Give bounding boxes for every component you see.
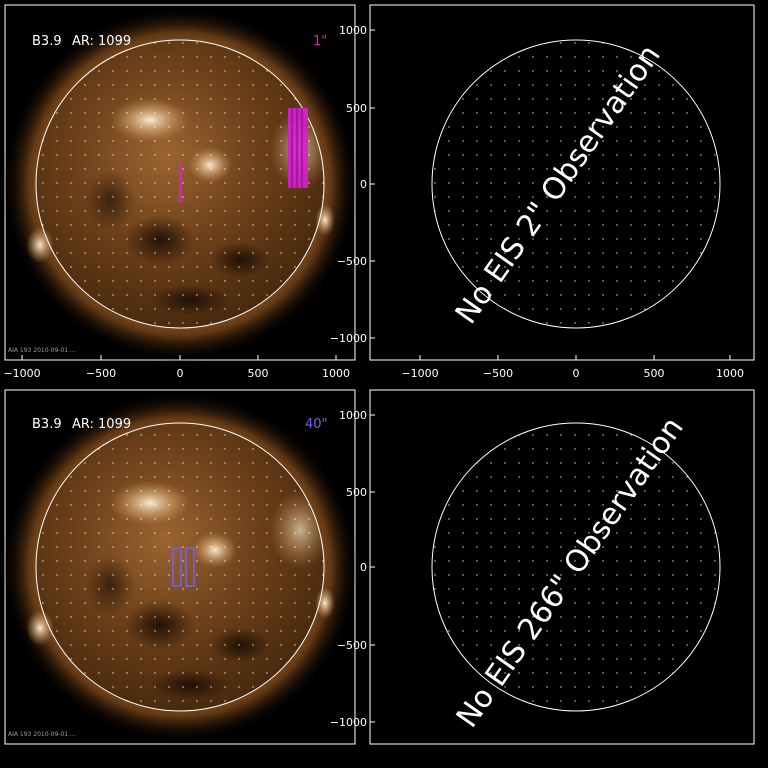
slit-width-label: 1"	[313, 34, 327, 49]
x-tick-label: 1000	[716, 367, 744, 380]
slit-width-label: 40"	[305, 417, 328, 432]
x-tick-label: 500	[644, 367, 665, 380]
y-axis: 1000 500 0 −500 −1000	[330, 24, 375, 345]
flare-class-label: B3.9	[32, 34, 62, 49]
x-tick-label: −1000	[3, 367, 40, 380]
x-tick-label: −1000	[401, 367, 438, 380]
y-tick-label: 1000	[339, 24, 367, 37]
active-region-label: AR: 1099	[72, 417, 131, 432]
x-tick-label: 500	[248, 367, 269, 380]
y-tick-label: −1000	[330, 716, 367, 729]
y-tick-label: 500	[346, 486, 367, 499]
y-axis: 1000 500 0 −500 −1000	[330, 409, 375, 729]
panel-bottom-right: No EIS 266" Observation 1000 500 0 −500 …	[330, 389, 755, 745]
x-tick-label: 0	[177, 367, 184, 380]
panel-bottom-left: B3.9 AR: 1099 40" AIA 193 2010-09-01 ...	[2, 389, 358, 745]
image-footer: AIA 193 2010-09-01 ...	[8, 731, 76, 738]
y-tick-label: −500	[337, 255, 367, 268]
x-tick-label: 1000	[322, 367, 350, 380]
solar-image	[2, 391, 358, 743]
solar-grid-disk	[431, 422, 721, 712]
y-tick-label: 1000	[339, 409, 367, 422]
active-region-label: AR: 1099	[72, 34, 131, 49]
y-tick-label: −500	[337, 639, 367, 652]
image-footer: AIA 193 2010-09-01 ...	[8, 347, 76, 354]
slit-overlay	[172, 547, 195, 587]
flare-class-label: B3.9	[32, 417, 62, 432]
x-tick-label: −500	[483, 367, 513, 380]
y-tick-label: 0	[360, 178, 367, 191]
x-axis: −1000 −500 0 500 1000	[401, 355, 744, 380]
y-tick-label: 500	[346, 102, 367, 115]
solar-grid-disk	[431, 39, 721, 329]
x-tick-label: 0	[573, 367, 580, 380]
panel-top-left: B3.9 AR: 1099 1" AIA 193 2010-09-01 ... …	[2, 4, 358, 380]
panel-top-right: No EIS 2" Observation 1000 500 0 −500 −1…	[330, 4, 755, 380]
slit-overlay	[179, 108, 308, 203]
y-tick-label: 0	[360, 561, 367, 574]
y-tick-label: −1000	[330, 332, 367, 345]
x-tick-label: −500	[86, 367, 116, 380]
x-axis: −1000 −500 0 500 1000	[3, 355, 350, 380]
